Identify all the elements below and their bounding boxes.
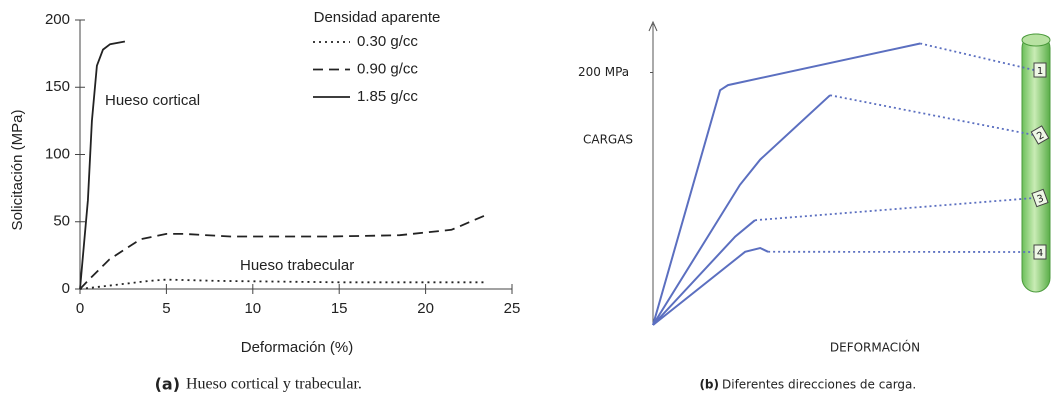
y-axis xyxy=(648,20,658,325)
load-marker: 2 xyxy=(1030,125,1050,145)
caption: Diferentes direcciones de carga. xyxy=(722,378,916,392)
connector xyxy=(829,94,1035,136)
series-line xyxy=(652,246,769,326)
x-tick-label: 5 xyxy=(162,300,170,317)
legend-label: 0.30 g/cc xyxy=(357,33,418,50)
series-line xyxy=(652,219,756,326)
load-label: 2 xyxy=(1035,130,1046,143)
legend-label: 1.85 g/cc xyxy=(357,88,418,105)
x-axis-label: Deformación (%) xyxy=(241,339,354,356)
load-box xyxy=(1033,244,1047,260)
load-box xyxy=(1031,188,1049,208)
series-line xyxy=(652,94,831,326)
y-tick-label: 150 xyxy=(45,78,70,95)
y-axis-label: CARGAS xyxy=(583,133,633,147)
caption: Hueso cortical y trabecular. xyxy=(186,376,362,393)
x-tick-label: 10 xyxy=(244,300,261,317)
x-tick-label: 15 xyxy=(331,300,348,317)
x-tick-label: 25 xyxy=(504,300,521,317)
caption-label: (b) xyxy=(699,378,719,392)
x-axis-label: DEFORMACIÓN xyxy=(830,340,920,355)
load-label: 4 xyxy=(1037,248,1043,259)
load-marker: 3 xyxy=(1031,188,1049,208)
chart: (a) Hueso cortical y trabecular. 0 5 10 15 20 2… xyxy=(9,9,520,394)
bone-top xyxy=(1021,33,1051,47)
connector xyxy=(754,197,1035,222)
y-tick-label: 200 xyxy=(45,11,70,28)
legend-label: 0.90 g/cc xyxy=(357,60,418,77)
legend-title: Densidad aparente xyxy=(314,9,441,26)
chart: (b) Diferentes direcciones de carga. 200 M… xyxy=(578,42,1050,392)
series-line xyxy=(652,42,921,326)
y-tick-label: 50 xyxy=(53,213,70,230)
annotation: Hueso cortical xyxy=(105,92,200,109)
x-tick-label: 0 xyxy=(76,300,84,317)
load-box xyxy=(1033,62,1047,78)
series-line xyxy=(79,278,487,290)
y-tick-label: 0 xyxy=(62,280,70,297)
y-tick-label: 100 xyxy=(45,145,70,162)
y-axis-label: Solicitación (MPa) xyxy=(9,110,26,231)
load-marker: 4 xyxy=(1033,244,1047,260)
series-line xyxy=(79,214,487,290)
connector xyxy=(919,42,1035,71)
annotation: Hueso trabecular xyxy=(240,257,354,274)
load-box xyxy=(1030,125,1050,145)
y-tick-label: 200 MPa xyxy=(578,65,629,79)
load-marker: 1 xyxy=(1033,62,1047,78)
caption-label: (a) xyxy=(155,375,180,394)
series-line xyxy=(79,40,126,290)
x-tick-label: 20 xyxy=(417,300,434,317)
load-label: 1 xyxy=(1037,66,1043,77)
load-label: 3 xyxy=(1036,193,1046,206)
